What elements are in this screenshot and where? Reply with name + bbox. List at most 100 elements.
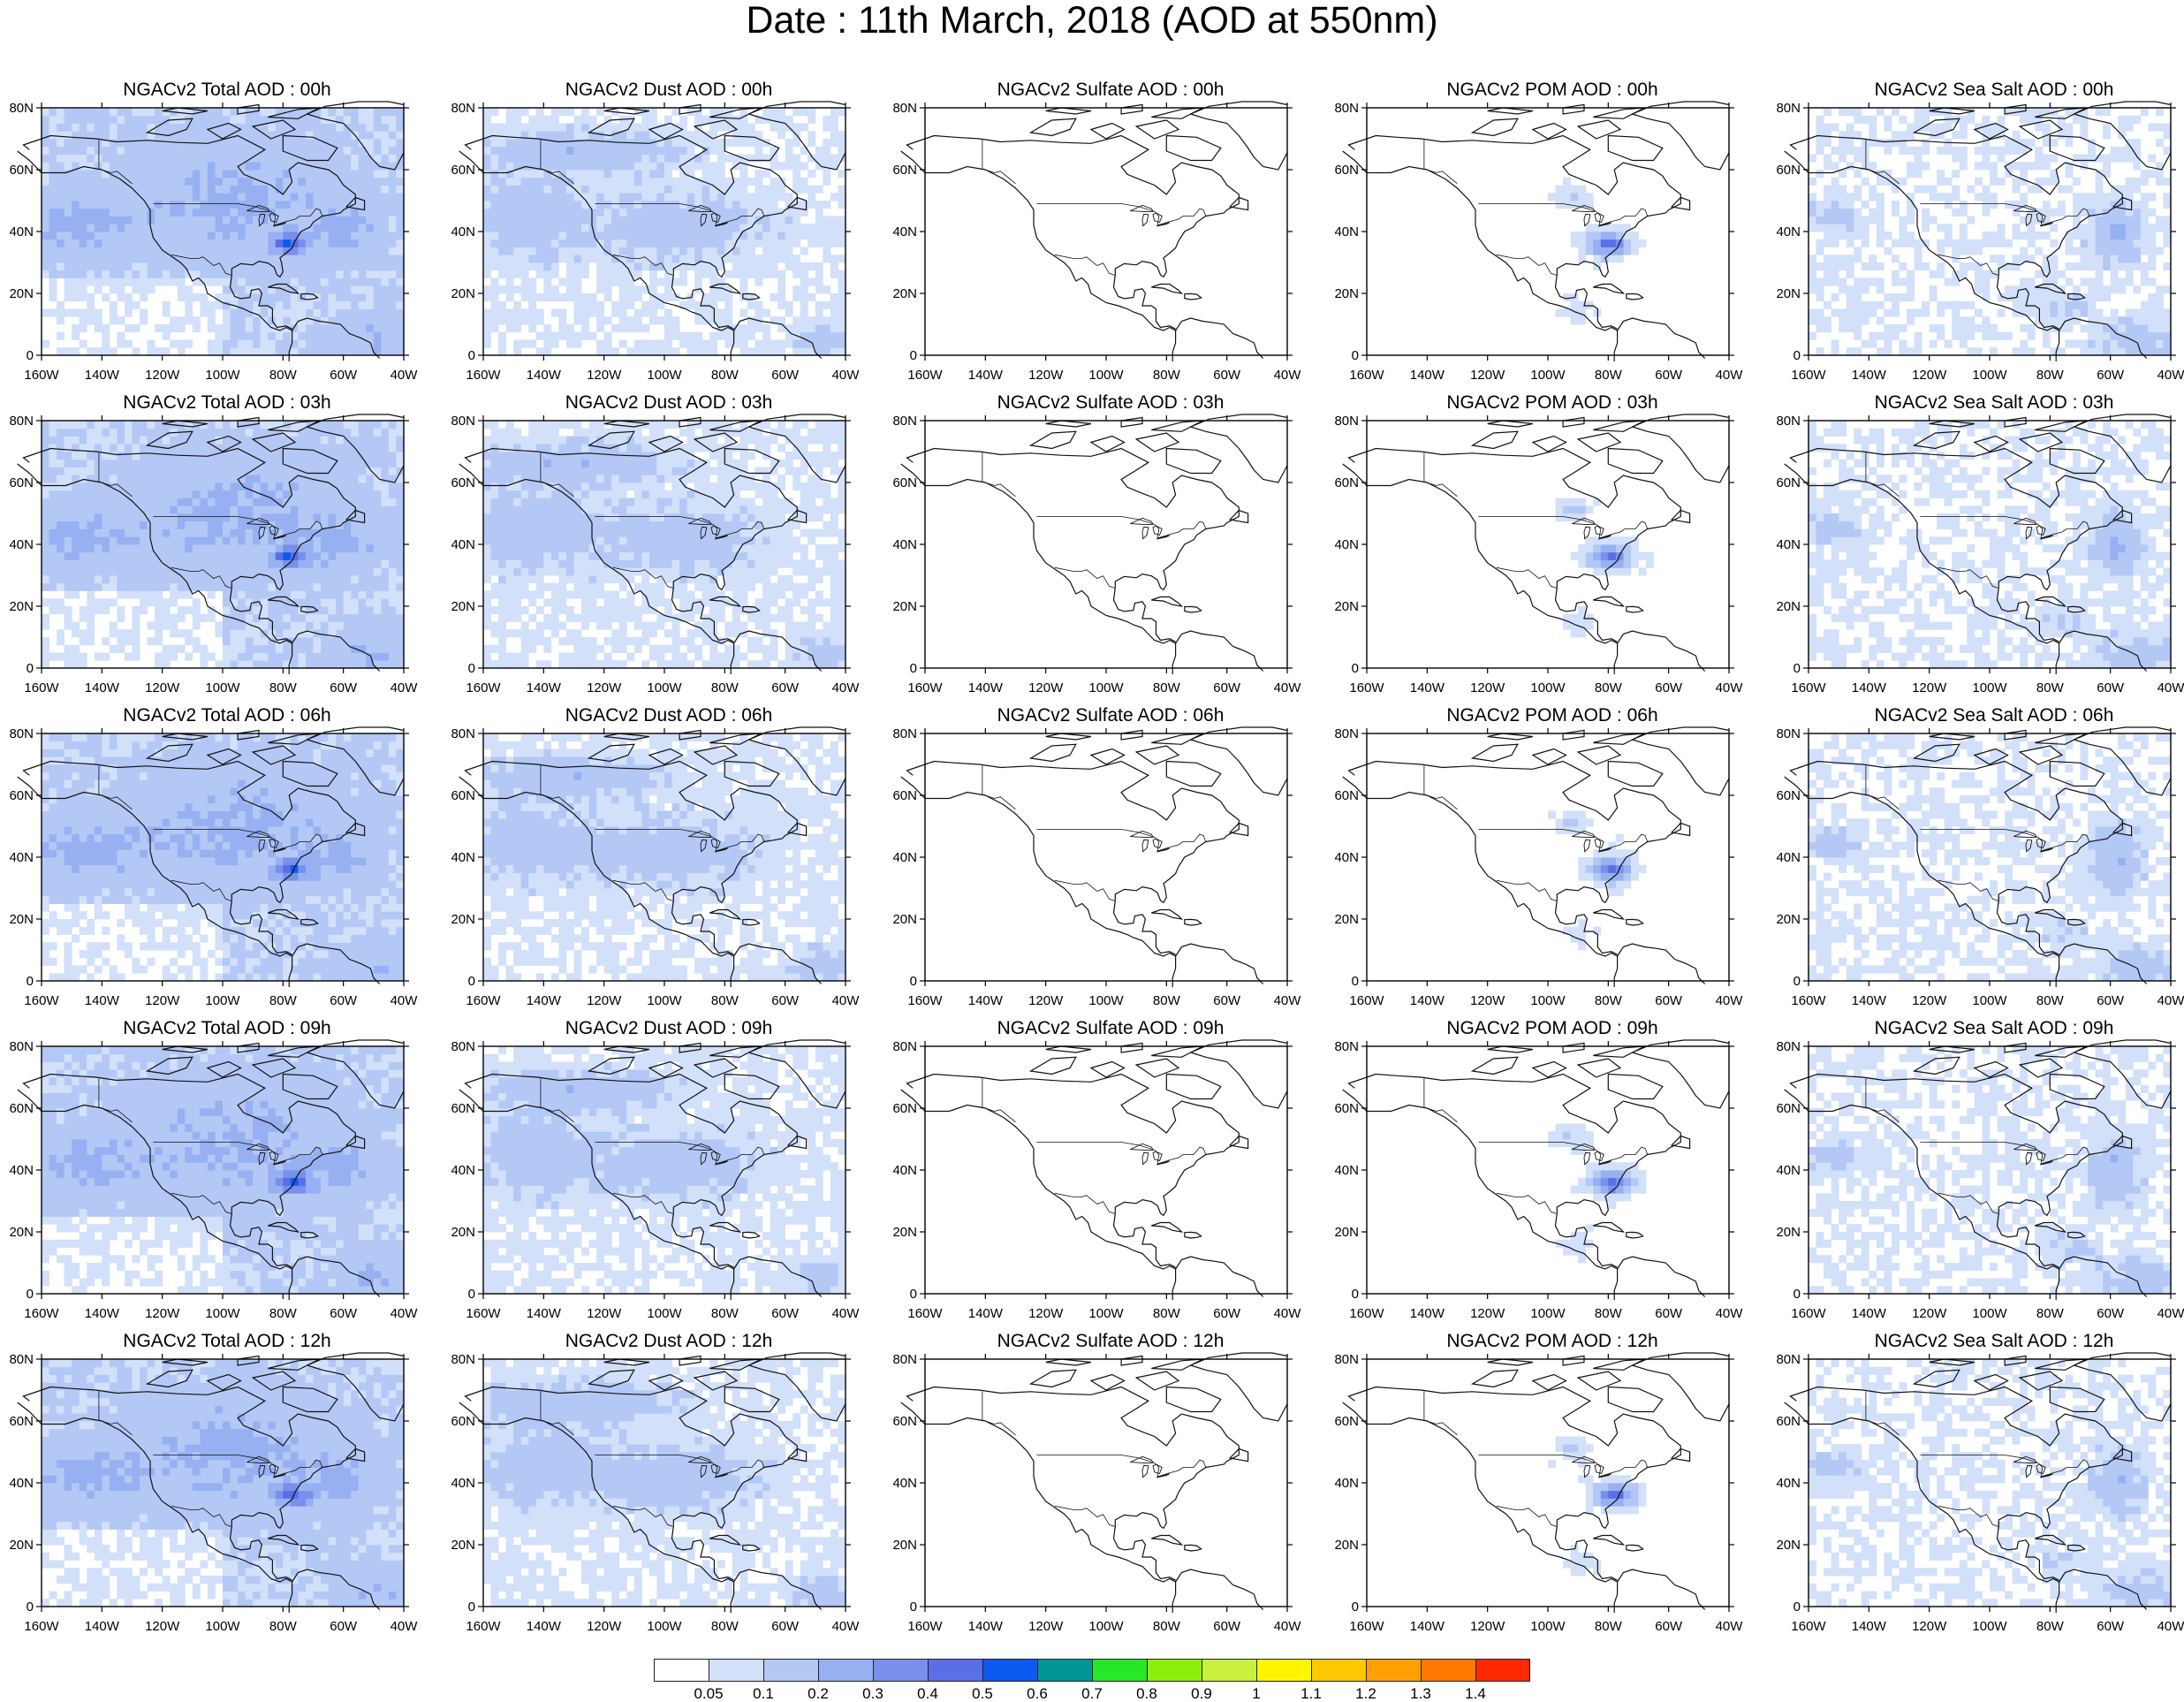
aod-cell xyxy=(49,154,57,163)
aod-cell xyxy=(109,621,118,630)
aod-cell xyxy=(581,154,589,163)
aod-cell xyxy=(79,428,87,437)
aod-cell xyxy=(42,498,49,506)
aod-cell xyxy=(490,262,499,271)
aod-cell xyxy=(207,490,216,498)
aod-cell xyxy=(2050,255,2059,263)
aod-cell xyxy=(298,505,307,514)
aod-cell xyxy=(79,606,87,615)
aod-cell xyxy=(109,544,118,553)
aod-cell xyxy=(64,108,72,117)
aod-cell xyxy=(558,208,567,217)
aod-cell xyxy=(260,170,269,179)
aod-cell xyxy=(245,324,254,333)
aod-cell xyxy=(565,262,574,271)
aod-cell xyxy=(253,255,262,263)
aod-cell xyxy=(245,201,254,209)
aod-cell xyxy=(838,300,846,309)
aod-cell xyxy=(230,582,239,591)
aod-cell xyxy=(679,131,688,140)
aod-cell xyxy=(253,177,262,186)
aod-cell xyxy=(550,293,559,302)
aod-cell xyxy=(664,293,672,302)
aod-cell xyxy=(558,324,567,333)
aod-cell xyxy=(694,123,703,132)
aod-cell xyxy=(305,201,314,209)
aod-cell xyxy=(656,131,665,140)
aod-cell xyxy=(388,300,397,309)
aod-cell xyxy=(717,255,725,263)
aod-cell xyxy=(808,170,816,179)
aod-cell xyxy=(2020,216,2029,224)
aod-cell xyxy=(396,123,405,132)
aod-cell xyxy=(520,154,529,163)
aod-cell xyxy=(709,185,718,194)
aod-cell xyxy=(373,146,382,155)
aod-cell xyxy=(686,224,695,232)
aod-cell xyxy=(72,324,80,333)
aod-cell xyxy=(1846,324,1854,333)
aod-cell xyxy=(1914,162,1922,171)
aod-cell xyxy=(483,139,491,148)
aod-cell xyxy=(543,170,552,179)
aod-cell xyxy=(238,139,246,148)
aod-cell xyxy=(770,115,778,124)
aod-cell xyxy=(268,428,277,437)
aod-cell xyxy=(1990,255,1998,263)
aod-cell xyxy=(72,162,80,171)
aod-cell xyxy=(1876,347,1884,356)
aod-cell xyxy=(581,201,589,209)
aod-cell xyxy=(2118,193,2127,201)
aod-cell xyxy=(313,613,322,622)
aod-cell xyxy=(42,428,49,437)
aod-cell xyxy=(147,444,155,452)
aod-cell xyxy=(573,331,582,340)
aod-cell xyxy=(1967,185,1975,194)
aod-cell xyxy=(87,629,95,638)
aod-cell xyxy=(1846,239,1854,247)
aod-cell xyxy=(747,154,755,163)
aod-cell xyxy=(709,262,718,271)
aod-cell xyxy=(1937,324,1945,333)
aod-cell xyxy=(815,239,823,247)
aod-cell xyxy=(671,293,680,302)
aod-cell xyxy=(483,131,491,140)
aod-cell xyxy=(535,177,544,186)
aod-cell xyxy=(2012,146,2021,155)
aod-cell xyxy=(694,239,703,247)
aod-cell xyxy=(1967,262,1975,271)
coastline xyxy=(229,274,292,330)
aod-cell xyxy=(230,452,239,460)
aod-cell xyxy=(155,613,163,622)
aod-cell xyxy=(230,208,239,217)
aod-cell xyxy=(290,224,299,232)
aod-cell xyxy=(1876,300,1884,309)
aod-cell xyxy=(2140,277,2149,286)
aod-cell xyxy=(633,108,642,117)
aod-cell xyxy=(1959,270,1968,278)
aod-cell xyxy=(223,513,231,522)
aod-cell xyxy=(2103,239,2112,247)
aod-cell xyxy=(1854,347,1862,356)
aod-cell xyxy=(343,239,352,247)
aod-cell xyxy=(253,162,262,171)
aod-cell xyxy=(109,598,118,607)
lake-outline xyxy=(710,212,721,224)
aod-cell xyxy=(230,247,239,255)
aod-cell xyxy=(57,428,65,437)
aod-cell xyxy=(1997,293,2006,302)
aod-cell xyxy=(694,216,703,224)
aod-cell xyxy=(109,644,118,653)
aod-cell xyxy=(671,208,680,217)
aod-cell xyxy=(72,308,80,317)
aod-cell xyxy=(109,551,118,560)
aod-cell xyxy=(785,154,793,163)
aod-cell xyxy=(298,324,307,333)
aod-cell xyxy=(102,293,110,302)
aod-cell xyxy=(664,139,672,148)
aod-cell xyxy=(132,216,140,224)
aod-cell xyxy=(2042,162,2051,171)
aod-cell xyxy=(603,339,612,348)
aod-cell xyxy=(808,115,816,124)
aod-cell xyxy=(102,421,110,429)
